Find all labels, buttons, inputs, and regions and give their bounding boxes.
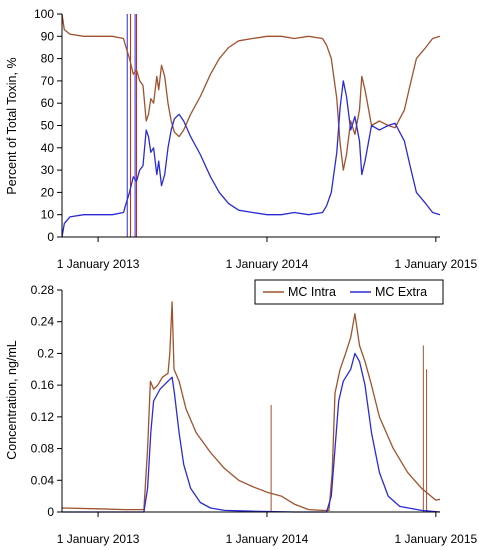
y-tick-label: 0.04 — [31, 473, 55, 487]
percent-plot-area — [61, 13, 441, 238]
series-line-mc-extra — [61, 80, 441, 238]
y-tick-label: 0 — [47, 230, 54, 244]
y-tick-label: 0.2 — [37, 346, 54, 360]
percent-x-ticks: 1 January 2013 1 January 2014 1 January 20… — [57, 237, 478, 271]
y-tick-label: 20 — [41, 185, 55, 199]
y-tick-label: 10 — [41, 208, 55, 222]
x-tick-label: 1 January 2014 — [226, 257, 309, 271]
y-tick-label: 0.24 — [31, 315, 55, 329]
legend-label-mc-intra: MC Intra — [288, 285, 336, 299]
concentration-chart: 0 0.04 0.08 0.12 0.16 0.2 0.24 0.28 1 January 2… — [5, 279, 478, 546]
series-line-mc-intra — [61, 13, 441, 171]
x-tick-label: 1 January 2013 — [57, 532, 140, 546]
y-tick-label: 40 — [41, 141, 55, 155]
series-line-mc-intra — [61, 301, 441, 512]
y-tick-label: 0.12 — [31, 410, 55, 424]
percent-y-axis-title: Percent of Total Toxin, % — [5, 57, 19, 194]
concentration-x-ticks: 1 January 2013 1 January 2014 1 January 20… — [57, 512, 478, 546]
y-tick-label: 0.28 — [31, 283, 55, 297]
y-tick-label: 80 — [41, 52, 55, 66]
concentration-plot-area — [61, 301, 441, 513]
legend-box — [254, 279, 444, 305]
x-tick-label: 1 January 2014 — [226, 532, 309, 546]
series-line-mc-extra — [62, 352, 441, 513]
y-tick-label: 60 — [41, 96, 55, 110]
y-tick-label: 30 — [41, 163, 55, 177]
x-tick-label: 1 January 2015 — [394, 532, 477, 546]
x-tick-label: 1 January 2013 — [57, 257, 140, 271]
x-tick-label: 1 January 2015 — [394, 257, 477, 271]
y-tick-label: 0 — [47, 505, 54, 519]
percent-y-ticks: 0 10 20 30 40 50 60 70 80 90 100 — [34, 7, 62, 244]
y-tick-label: 0.16 — [31, 378, 55, 392]
y-tick-label: 70 — [41, 74, 55, 88]
legend-label-mc-extra: MC Extra — [375, 285, 427, 299]
y-tick-label: 0.08 — [31, 442, 55, 456]
y-tick-label: 90 — [41, 29, 55, 43]
concentration-y-axis-title: Concentration, ng/mL — [5, 340, 19, 460]
concentration-y-ticks: 0 0.04 0.08 0.12 0.16 0.2 0.24 0.28 — [31, 283, 62, 519]
y-tick-label: 100 — [34, 7, 54, 21]
legend: MC Intra MC Extra — [254, 279, 444, 305]
y-tick-label: 50 — [41, 119, 55, 133]
